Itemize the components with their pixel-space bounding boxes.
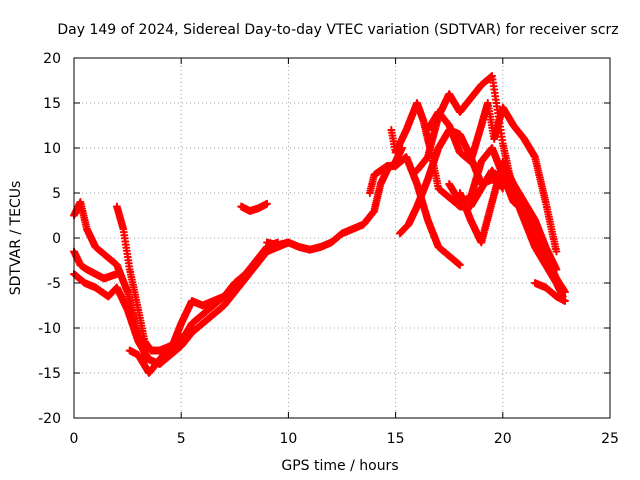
- x-tick-label: 25: [601, 431, 619, 447]
- x-tick-label: 0: [70, 431, 79, 447]
- y-tick-label: -10: [38, 321, 61, 337]
- series-track-16: [531, 279, 569, 305]
- ticks-layer: 0 5 10 15 20 25 -20 -15 -10 -5 0 5 10 15 20: [38, 51, 619, 447]
- y-tick-label: -15: [38, 366, 61, 382]
- y-tick-label: 5: [52, 186, 61, 202]
- series-track-8: [263, 144, 406, 254]
- x-tick-label: 20: [494, 431, 512, 447]
- x-tick-label: 5: [177, 431, 186, 447]
- y-tick-label: 15: [43, 96, 61, 112]
- series-layer: [70, 72, 569, 377]
- y-tick-label: 10: [43, 141, 61, 157]
- y-tick-label: 20: [43, 51, 61, 67]
- series-track-7: [237, 199, 271, 215]
- x-axis-label: GPS time / hours: [281, 458, 398, 474]
- y-tick-label: 0: [52, 231, 61, 247]
- series-track-6: [166, 238, 282, 355]
- y-axis-label: SDTVAR / TECUs: [8, 181, 24, 296]
- y-tick-label: -5: [47, 276, 61, 292]
- x-tick-label: 10: [279, 431, 297, 447]
- series-track-13: [423, 99, 561, 256]
- y-tick-label: -20: [38, 411, 61, 427]
- chart-title: Day 149 of 2024, Sidereal Day-to-day VTE…: [57, 22, 618, 38]
- series-track-15: [455, 157, 561, 274]
- grid-layer: [74, 58, 610, 418]
- series-track-5: [125, 270, 250, 377]
- x-tick-label: 15: [387, 431, 405, 447]
